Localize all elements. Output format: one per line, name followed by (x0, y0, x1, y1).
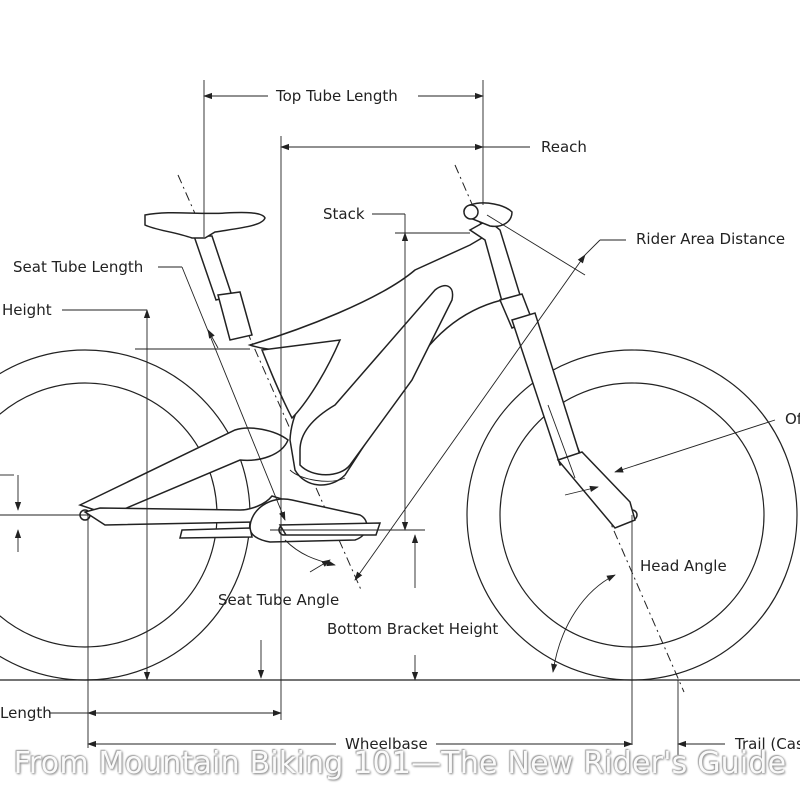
top-tube-length-label: Top Tube Length (275, 87, 398, 105)
trail-dimension: Trail (Cas (677, 680, 800, 755)
top-tube-length-dimension: Top Tube Length (203, 80, 484, 237)
rider-area-distance-label: Rider Area Distance (636, 230, 785, 248)
height-dimension: Height (2, 301, 250, 681)
head-angle-dimension: Head Angle (551, 515, 727, 745)
trail-label: Trail (Cas (734, 735, 800, 753)
bottom-bracket-height-label: Bottom Bracket Height (327, 620, 498, 638)
wheelbase-label: Wheelbase (345, 735, 428, 753)
bottom-bracket-height-dimension: Bottom Bracket Height (327, 534, 498, 681)
chainstay-length-label: Length (0, 704, 52, 722)
suspension-fork (511, 312, 636, 529)
seat-tube-angle-dimension: Seat Tube Angle (218, 539, 339, 609)
stack-label: Stack (323, 205, 365, 223)
seat-tube-length-label: Seat Tube Length (13, 258, 143, 276)
offset-label: Of (785, 410, 800, 428)
wheelbase-dimension: Wheelbase (87, 735, 633, 753)
rider-area-distance-dimension: Rider Area Distance (354, 214, 785, 581)
source-watermark: From Mountain Biking 101—The New Rider's… (13, 746, 787, 781)
offset-dimension: Of (564, 410, 800, 496)
reach-label: Reach (541, 138, 587, 156)
chainstay-length-dimension: Length (0, 515, 282, 748)
rear-axle-height-arrows (0, 474, 90, 552)
seat-tube-angle-label: Seat Tube Angle (218, 591, 339, 609)
height-label: Height (2, 301, 52, 319)
bike-frame (78, 233, 503, 543)
seatpost-saddle (144, 211, 266, 341)
head-angle-label: Head Angle (640, 557, 727, 575)
reach-dimension: Reach (280, 136, 587, 720)
seat-tube-length-dimension: Seat Tube Length (13, 258, 286, 521)
